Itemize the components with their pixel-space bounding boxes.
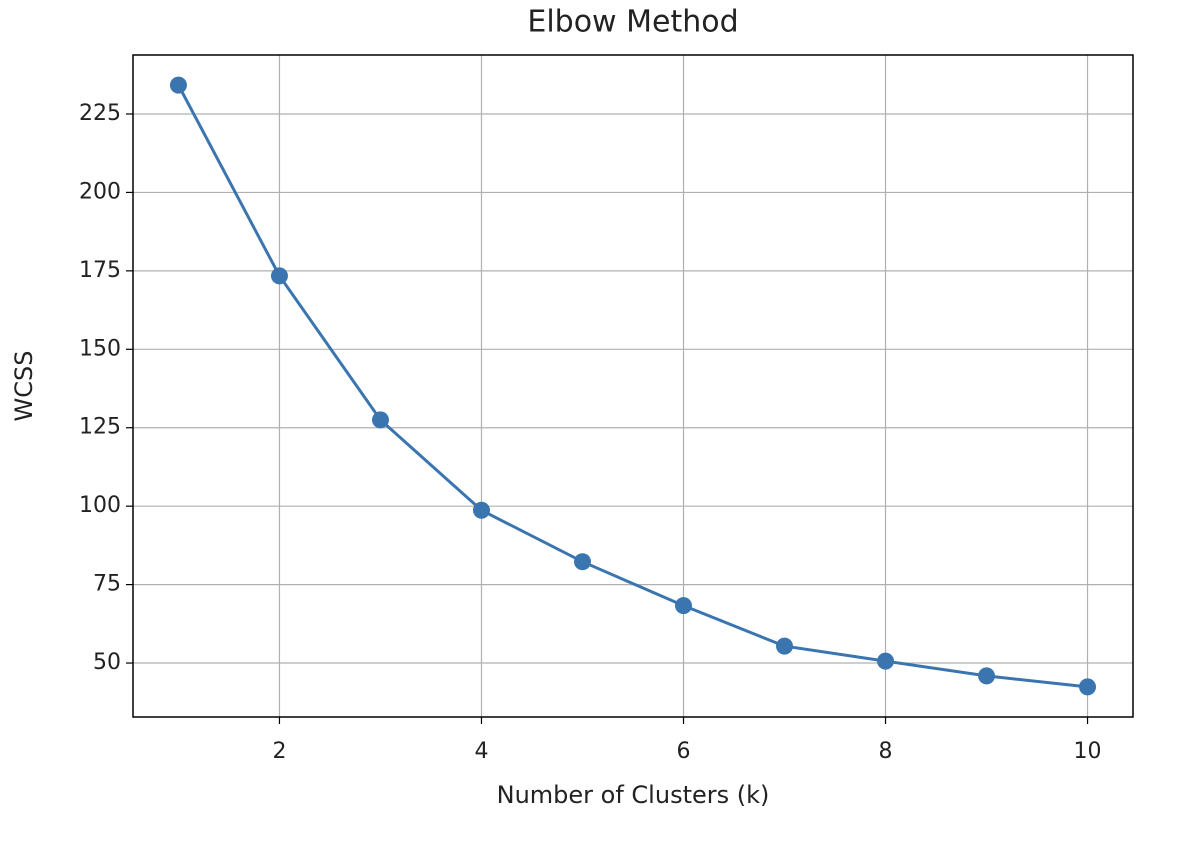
x-tick-label: 2	[272, 739, 286, 764]
data-line	[177, 84, 1088, 689]
x-tick-label: 6	[677, 739, 691, 764]
data-point	[371, 411, 389, 429]
y-axis-label: WCSS	[10, 351, 38, 422]
data-point	[472, 501, 490, 519]
y-tick-label: 100	[79, 493, 121, 518]
chart-title: Elbow Method	[527, 5, 738, 40]
y-tick-label: 75	[93, 572, 121, 597]
x-tick-label: 8	[879, 739, 893, 764]
y-tick-label: 200	[79, 179, 121, 204]
plot-frame	[132, 54, 1134, 718]
data-point	[675, 597, 693, 615]
x-tick-label: 4	[474, 739, 488, 764]
data-point	[573, 553, 591, 571]
data-point	[1079, 678, 1097, 696]
data-point	[978, 667, 996, 685]
data-point	[776, 637, 794, 655]
y-tick-label: 150	[79, 336, 121, 361]
data-point	[169, 76, 187, 94]
x-axis-label: Number of Clusters (k)	[497, 781, 770, 809]
y-tick-label: 125	[79, 415, 121, 440]
data-point	[877, 652, 895, 670]
y-tick-label: 50	[93, 650, 121, 675]
data-point	[270, 267, 288, 285]
y-tick-label: 225	[79, 101, 121, 126]
y-tick-label: 175	[79, 258, 121, 283]
x-tick-label: 10	[1074, 739, 1102, 764]
